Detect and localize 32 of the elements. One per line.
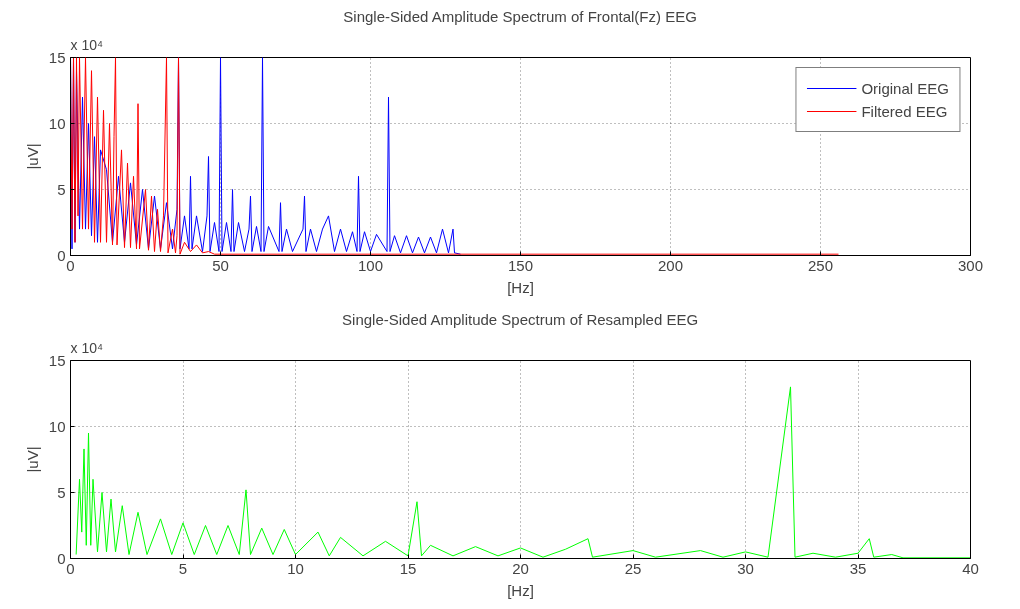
y-tick-label: 15: [48, 48, 66, 66]
line-series: [70, 57, 839, 255]
chart-title: Single-Sided Amplitude Spectrum of Resampled EEG: [342, 310, 699, 328]
x-tick-label: 300: [957, 256, 984, 274]
x-axis-title: [Hz]: [507, 278, 534, 296]
y-tick-label: 10: [48, 114, 66, 132]
x-tick-label: 35: [849, 559, 867, 577]
x-tick-label: 10: [287, 559, 304, 577]
x-tick-label: 250: [807, 256, 834, 274]
x-tick-label: 40: [962, 559, 979, 577]
y-tick-label: 10: [48, 417, 66, 435]
chart-title: Single-Sided Amplitude Spectrum of Frontal(Fz) EEG: [343, 7, 697, 25]
y-tick-label: 15: [48, 351, 66, 369]
x-tick-label: 200: [657, 256, 684, 274]
x-tick-label: 100: [357, 256, 384, 274]
y-axis-title: |uV|: [23, 446, 41, 473]
y-axis-title: |uV|: [23, 143, 41, 170]
y-tick-label: 5: [57, 180, 66, 198]
legend-label: Original EEG: [861, 79, 949, 97]
x-axis-title: [Hz]: [507, 581, 534, 599]
x-tick-label: 25: [624, 559, 642, 577]
text: x 10⁴: [70, 339, 103, 356]
x-tick-label: 5: [178, 559, 188, 577]
x-tick-label: 50: [212, 256, 229, 274]
x-tick-label: 20: [512, 559, 529, 577]
legend-label: Filtered EEG: [861, 102, 948, 120]
text: x 10⁴: [70, 36, 103, 53]
y-tick-label: 5: [57, 483, 66, 501]
x-tick-label: 15: [399, 559, 417, 577]
x-tick-label: 150: [507, 256, 534, 274]
x-tick-label: 30: [737, 559, 754, 577]
line-series: [75, 386, 971, 559]
